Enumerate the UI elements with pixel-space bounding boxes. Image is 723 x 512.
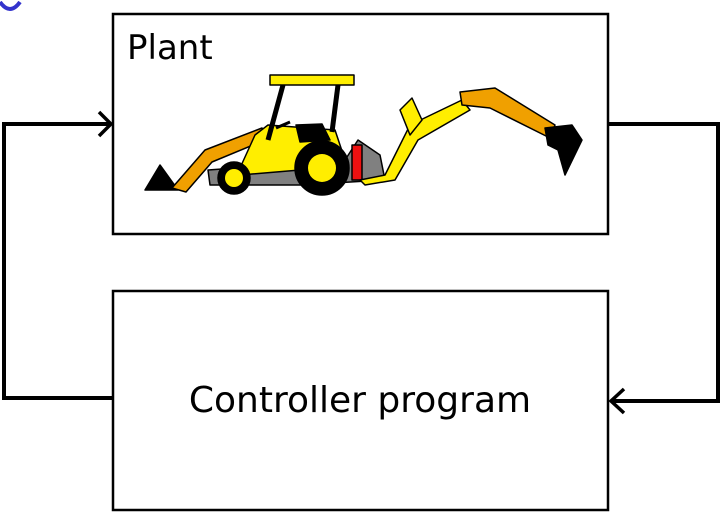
front-wheel-hub: [225, 169, 243, 187]
controller-label: Controller program: [189, 380, 531, 421]
cab-post-front: [265, 84, 286, 141]
front-bucket: [144, 164, 179, 191]
backhoe-loader-illustration: [144, 74, 583, 196]
controller-input-arrowhead: [608, 387, 626, 415]
cab-post-rear: [329, 84, 341, 133]
rear-wheel-hub: [308, 154, 336, 182]
controller-to-plant-connector: [2, 110, 114, 400]
backhoe-bucket: [544, 124, 583, 176]
steering-wheel: [275, 120, 291, 130]
plant-label: Plant: [127, 28, 213, 68]
plant-input-arrowhead: [97, 110, 114, 138]
cab-roof: [269, 74, 355, 86]
plant-block: Plant: [111, 12, 610, 236]
controller-block: Controller program: [111, 289, 610, 512]
cropped-header-fragment: [0, 0, 22, 11]
plant-to-controller-connector: [608, 122, 720, 415]
backhoe-boom: [359, 99, 471, 186]
controller-output-line: [2, 122, 113, 400]
tail-light: [351, 144, 363, 181]
boom-base: [399, 97, 423, 136]
seat: [295, 123, 331, 143]
controller-box: [111, 289, 610, 512]
plant-output-line: [608, 122, 720, 403]
